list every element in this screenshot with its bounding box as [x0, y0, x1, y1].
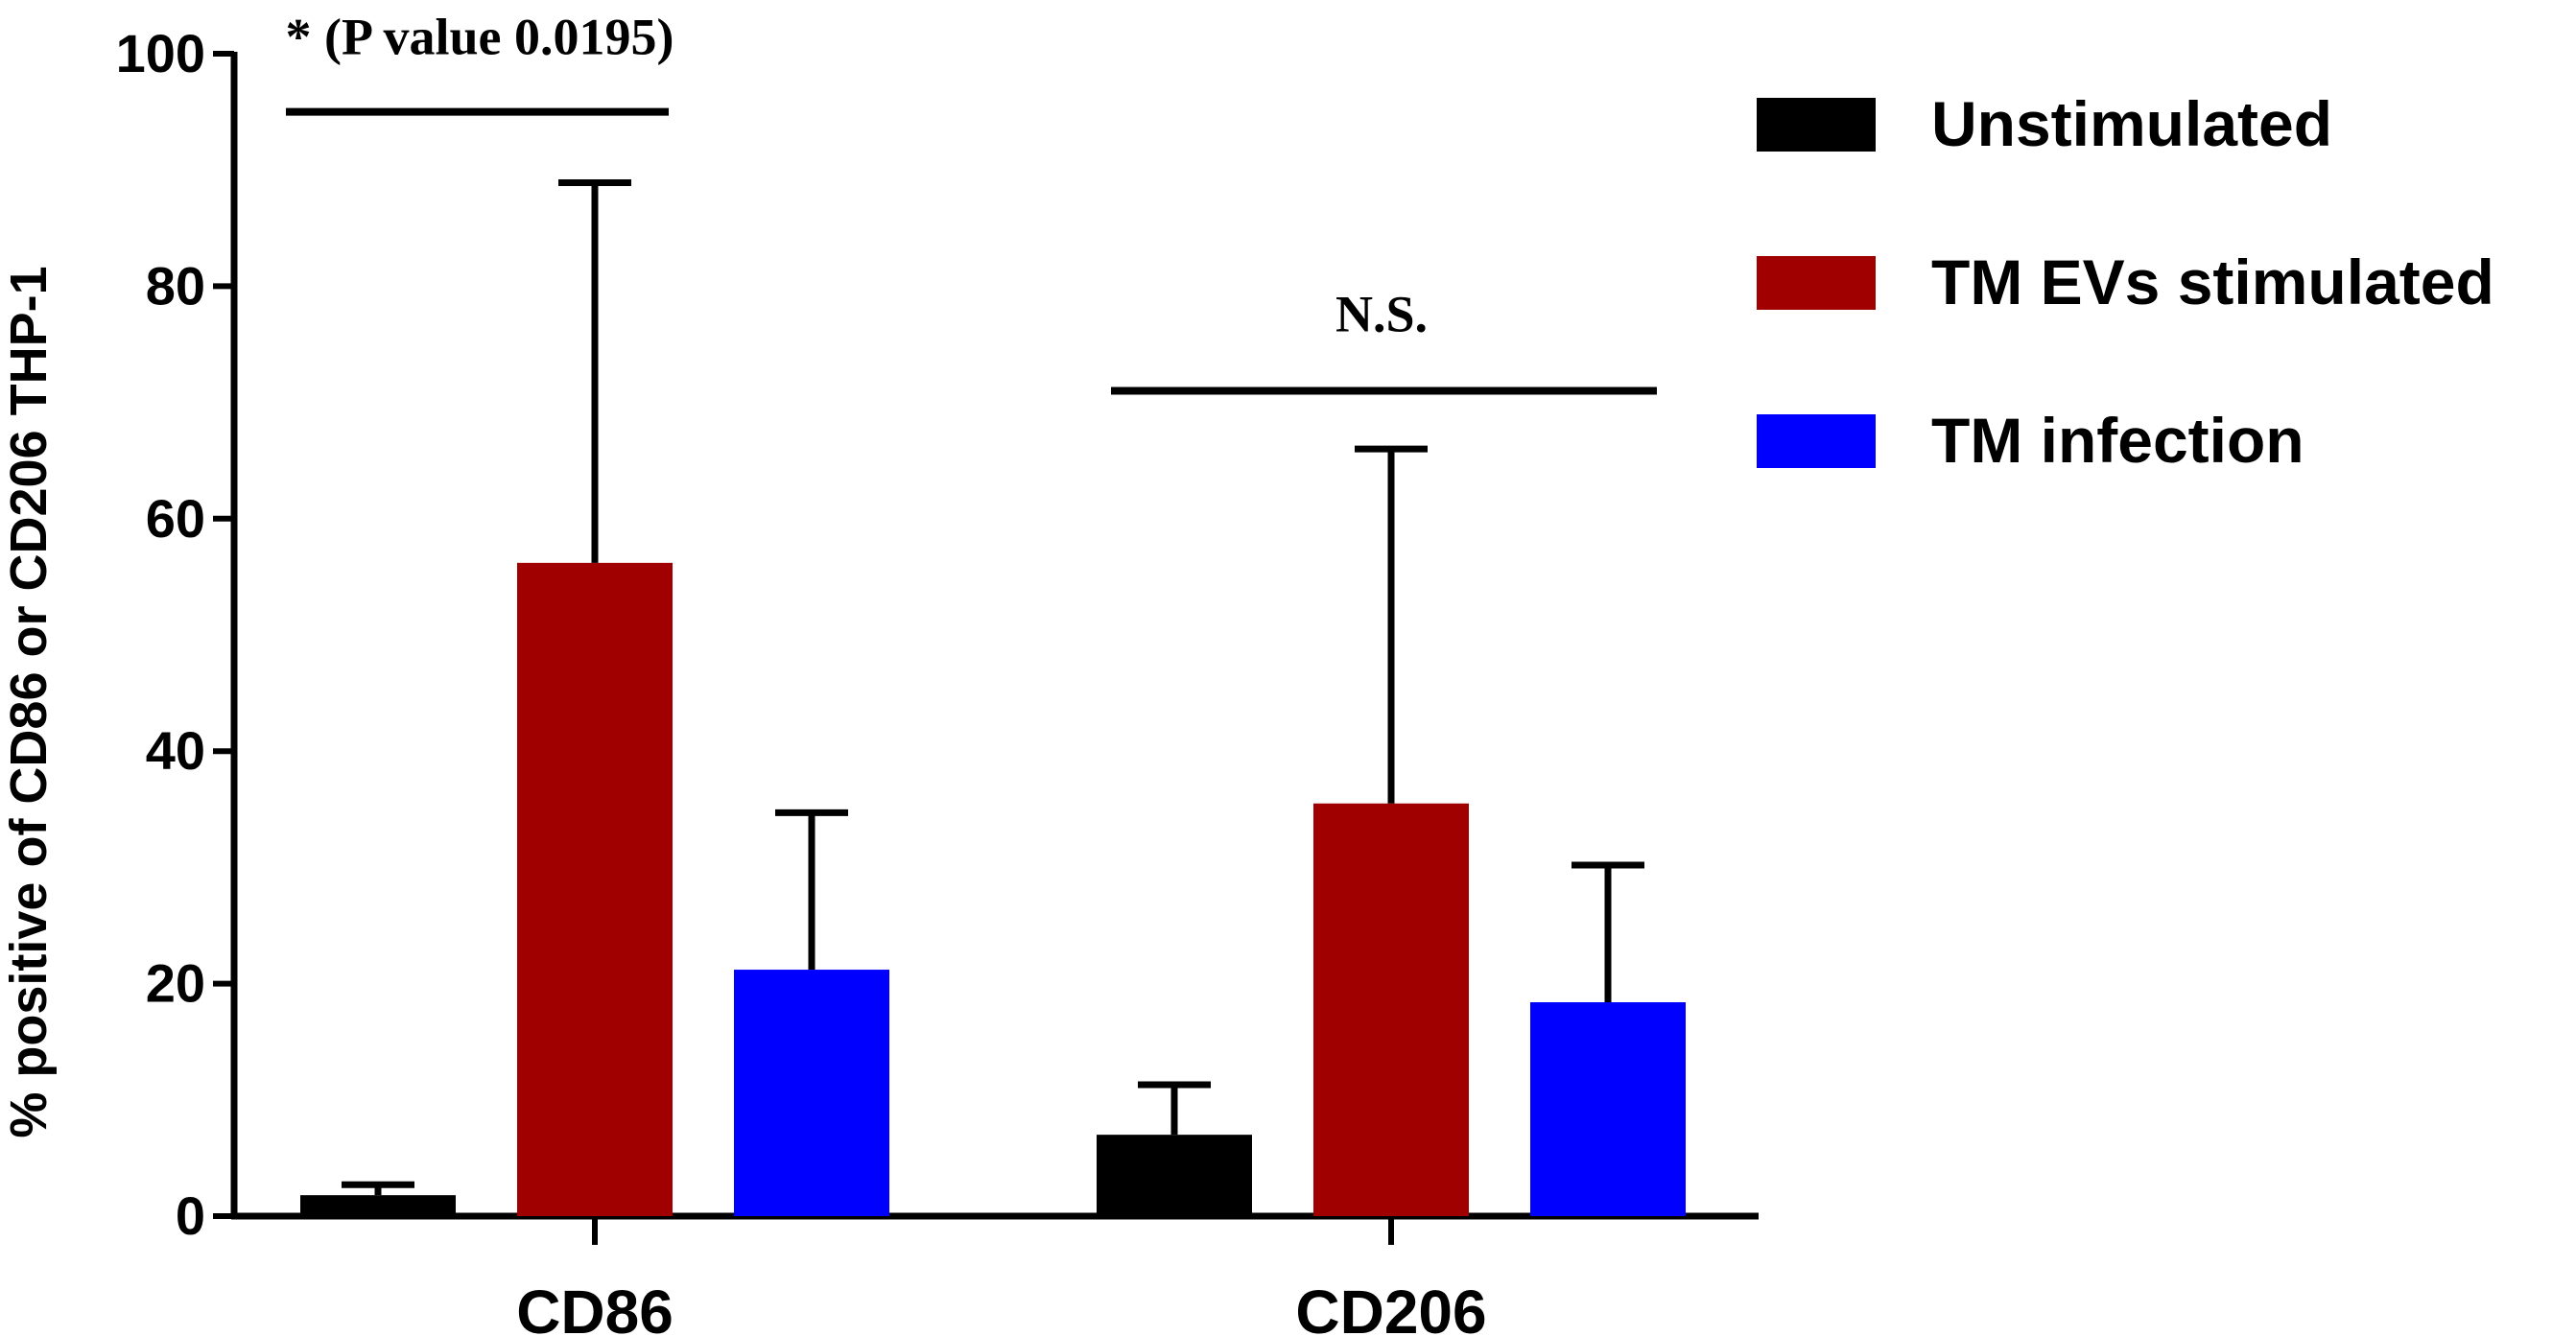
legend: Unstimulated TM EVs stimulated TM infectio…: [1757, 88, 2494, 476]
legend-label: Unstimulated: [1931, 88, 2332, 159]
plot-area: 0 20 40 60 80 100 CD86 CD206 * (P value 0.0195) N…: [116, 9, 1759, 1336]
bar-tm-infection-cd206: [1530, 1001, 1686, 1216]
bar-tm-evs-stimulated-cd206: [1313, 803, 1469, 1216]
legend-swatch: [1757, 414, 1876, 468]
y-tick-label: 100: [116, 23, 205, 83]
significance-label: * (P value 0.0195): [286, 9, 674, 66]
x-tick-label: CD206: [1295, 1277, 1486, 1336]
legend-label: TM EVs stimulated: [1931, 246, 2494, 317]
bar-tm-infection-cd86: [734, 970, 889, 1216]
y-tick-label: 60: [146, 488, 205, 549]
x-tick-label: CD86: [516, 1277, 674, 1336]
bar-unstimulated-cd206: [1097, 1135, 1252, 1216]
bar-tm-evs-stimulated-cd86: [517, 562, 673, 1216]
legend-swatch: [1757, 98, 1876, 152]
y-tick-label: 20: [146, 953, 205, 1014]
legend-swatch: [1757, 256, 1876, 310]
y-tick-label: 80: [146, 255, 205, 316]
y-tick-label: 40: [146, 720, 205, 781]
significance-label: N.S.: [1335, 285, 1428, 342]
y-axis-label: % positive of CD86 or CD206 THP-1: [0, 266, 58, 1137]
legend-label: TM infection: [1931, 405, 2304, 476]
bar-unstimulated-cd86: [300, 1195, 456, 1216]
y-tick-label: 0: [176, 1185, 205, 1246]
